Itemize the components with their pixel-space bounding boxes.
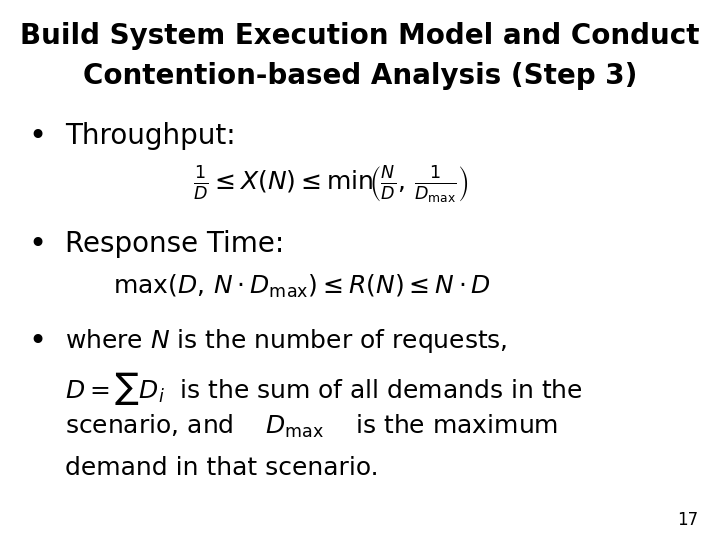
Text: Contention-based Analysis (Step 3): Contention-based Analysis (Step 3) bbox=[83, 62, 637, 90]
Text: Build System Execution Model and Conduct: Build System Execution Model and Conduct bbox=[20, 22, 700, 50]
Text: where $N$ is the number of requests,: where $N$ is the number of requests, bbox=[65, 327, 508, 355]
Text: 17: 17 bbox=[678, 511, 698, 529]
Text: •: • bbox=[29, 230, 47, 259]
Text: scenario, and    $D_{\mathrm{max}}$    is the maximum: scenario, and $D_{\mathrm{max}}$ is the … bbox=[65, 413, 558, 440]
Text: $\frac{1}{D} \leq X(N) \leq \min\!\left(\frac{N}{D},\,\frac{1}{D_{\mathrm{max}}}: $\frac{1}{D} \leq X(N) \leq \min\!\left(… bbox=[193, 165, 469, 205]
Text: Throughput:: Throughput: bbox=[65, 122, 235, 150]
Text: •: • bbox=[29, 327, 47, 356]
Text: Response Time:: Response Time: bbox=[65, 230, 284, 258]
Text: $\max(D,\, N \cdot D_{\mathrm{max}}) \leq R(N) \leq N \cdot D$: $\max(D,\, N \cdot D_{\mathrm{max}}) \le… bbox=[114, 273, 491, 300]
Text: •: • bbox=[29, 122, 47, 151]
Text: $D = \sum D_i$  is the sum of all demands in the: $D = \sum D_i$ is the sum of all demands… bbox=[65, 370, 582, 407]
Text: demand in that scenario.: demand in that scenario. bbox=[65, 456, 379, 480]
